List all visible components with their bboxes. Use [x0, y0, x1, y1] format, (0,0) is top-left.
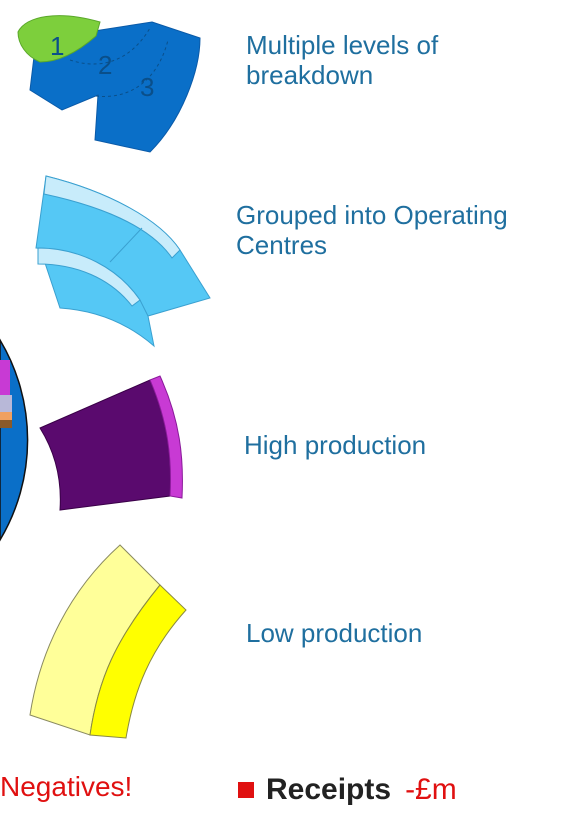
legend-label-high-production: High production	[244, 430, 427, 460]
ring-number-3: 3	[140, 72, 154, 102]
negatives-note: Negatives!	[0, 771, 133, 802]
receipts-label: Receipts	[266, 773, 392, 806]
receipts-bullet-icon	[238, 782, 254, 798]
receipts-legend: Receipts -£m	[238, 770, 457, 810]
legend-label-levels: Multiple levels of breakdown	[246, 30, 439, 90]
high-production-icon	[39, 375, 183, 511]
receipts-unit: -£m	[405, 773, 457, 806]
sunburst-edge	[0, 338, 29, 542]
levels-breakdown-icon: 1 2 3	[17, 15, 201, 153]
ring-number-2: 2	[98, 50, 112, 80]
legend-label-grouped: Grouped into Operating Centres	[236, 200, 508, 260]
low-production-icon	[29, 544, 187, 739]
grouped-operating-centres-icon	[35, 175, 211, 348]
ring-number-1: 1	[50, 31, 64, 61]
legend-label-low-production: Low production	[246, 618, 423, 648]
